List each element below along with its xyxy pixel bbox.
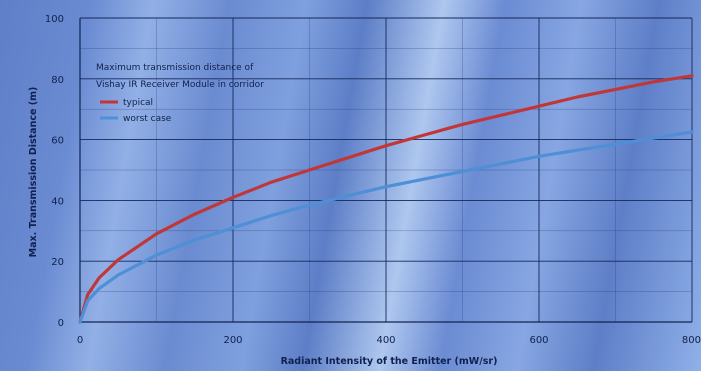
x-tick-labels: 0 200 400 600 800 xyxy=(77,335,701,346)
legend-title-line1: Maximum transmission distance of xyxy=(96,63,254,73)
series-lines xyxy=(78,74,694,324)
y-tick-label: 40 xyxy=(51,196,64,207)
series-line-typical xyxy=(78,74,694,324)
x-tick-label: 800 xyxy=(682,335,701,346)
x-tick-label: 0 xyxy=(77,335,83,346)
legend-label-worst-case: worst case xyxy=(123,114,172,124)
x-tick-label: 400 xyxy=(376,335,395,346)
y-tick-label: 0 xyxy=(58,318,64,329)
y-axis-title: Max. Transmission Distance (m) xyxy=(28,87,39,258)
legend-title-line2: Vishay IR Receiver Module in corridor xyxy=(96,80,264,90)
series-line-worst-case xyxy=(78,130,694,324)
legend: Maximum transmission distance of Vishay … xyxy=(96,63,264,124)
y-tick-label: 80 xyxy=(51,75,64,86)
x-axis-title: Radiant Intensity of the Emitter (mW/sr) xyxy=(281,356,498,367)
axes xyxy=(79,18,692,323)
y-tick-label: 60 xyxy=(51,136,64,147)
grid xyxy=(79,17,693,323)
y-tick-labels: 0 20 40 60 80 100 xyxy=(45,14,64,329)
y-tick-label: 100 xyxy=(45,14,64,25)
legend-label-typical: typical xyxy=(123,98,153,108)
x-tick-label: 200 xyxy=(223,335,242,346)
y-tick-label: 20 xyxy=(51,257,64,268)
x-tick-label: 600 xyxy=(529,335,548,346)
